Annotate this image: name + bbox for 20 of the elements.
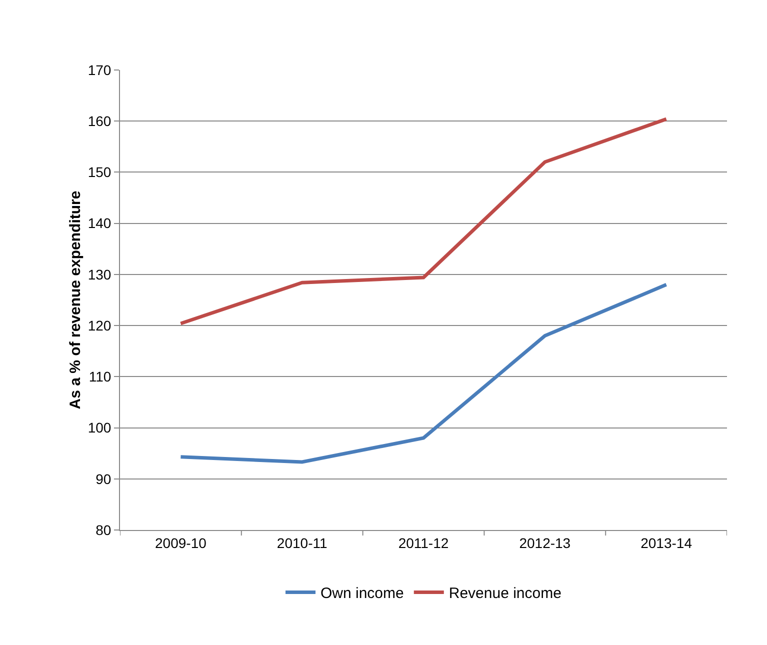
y-tick-label: 130 (88, 266, 112, 282)
x-tick-label: 2009-10 (155, 534, 207, 551)
line-series (178, 117, 668, 326)
y-tick-label: 80 (96, 522, 112, 538)
y-tick-label: 170 (88, 62, 112, 78)
y-tick-label: 150 (88, 164, 112, 180)
x-tick-label: 2012-13 (519, 534, 571, 551)
legend-label: Revenue income (448, 585, 562, 602)
x-tick-label: 2011-12 (398, 534, 449, 551)
x-tick-label: 2010-11 (276, 534, 328, 551)
y-tick-label: 120 (88, 317, 112, 334)
legend-label: Own income (320, 585, 404, 602)
y-tick-label: 110 (88, 368, 112, 385)
x-tick-label: 2013-14 (640, 534, 692, 551)
y-axis-title: As a % of revenue expenditure (67, 190, 84, 410)
y-tick-label: 140 (88, 215, 112, 232)
y-tick-label: 100 (88, 420, 112, 436)
y-tick-label: 90 (96, 470, 112, 487)
y-tick-label: 160 (88, 113, 112, 130)
line-series (178, 282, 668, 464)
